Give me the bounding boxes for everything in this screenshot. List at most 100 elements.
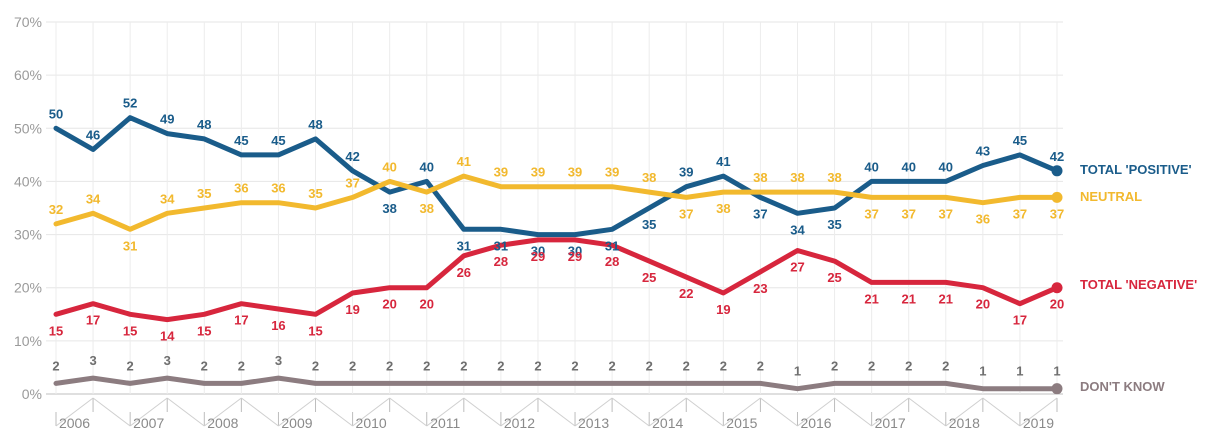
data-label: 26 <box>457 265 471 280</box>
x-tick-label: 2014 <box>652 415 683 430</box>
data-label: 2 <box>460 358 467 373</box>
data-label: 2 <box>571 358 578 373</box>
data-label: 41 <box>716 154 730 169</box>
series-name-label: TOTAL 'NEGATIVE' <box>1080 277 1197 292</box>
data-label: 50 <box>49 106 63 121</box>
series-end-marker <box>1051 383 1063 395</box>
data-label: 3 <box>275 353 282 368</box>
data-label: 38 <box>790 170 804 185</box>
data-label: 2 <box>386 358 393 373</box>
x-tick-label: 2009 <box>281 415 312 430</box>
data-label: 37 <box>901 206 915 221</box>
y-tick-label: 70% <box>14 14 42 30</box>
data-label: 23 <box>753 281 767 296</box>
series-line <box>53 237 1060 323</box>
x-tick-label: 2013 <box>578 415 609 430</box>
data-label: 21 <box>864 291 878 306</box>
x-axis-separator <box>760 397 798 427</box>
data-label: 39 <box>605 165 619 180</box>
x-axis-separator <box>982 397 1021 427</box>
data-label: 3 <box>164 353 171 368</box>
data-label: 16 <box>271 318 285 333</box>
series-name-label: NEUTRAL <box>1080 189 1142 204</box>
data-label: 2 <box>757 358 764 373</box>
x-axis-separator <box>241 397 279 427</box>
data-label: 1 <box>794 364 801 379</box>
x-axis-separator <box>871 397 910 427</box>
data-label: 14 <box>160 329 175 344</box>
series-line <box>53 375 1060 392</box>
data-label: 1 <box>1016 364 1023 379</box>
data-label: 38 <box>420 201 434 216</box>
x-axis-separator <box>278 397 316 427</box>
data-label: 45 <box>234 133 248 148</box>
data-label: 32 <box>49 202 63 217</box>
data-label: 35 <box>827 217 841 232</box>
y-tick-label: 30% <box>14 227 42 243</box>
data-label: 37 <box>753 206 767 221</box>
data-label: 45 <box>271 133 285 148</box>
data-label: 38 <box>753 170 767 185</box>
x-axis-separator <box>129 397 168 427</box>
data-label: 37 <box>1013 206 1027 221</box>
x-axis-separator <box>352 397 390 427</box>
data-label: 2 <box>349 358 356 373</box>
x-tick-label: 2012 <box>504 415 535 430</box>
data-label: 2 <box>497 358 504 373</box>
x-axis-separator <box>797 397 835 427</box>
x-axis-separator <box>500 397 539 427</box>
x-axis-separator <box>648 397 687 427</box>
data-label: 38 <box>716 201 730 216</box>
data-label: 2 <box>201 358 208 373</box>
data-label: 25 <box>827 270 841 285</box>
data-label: 31 <box>605 238 619 253</box>
x-axis-separator <box>611 397 650 427</box>
data-label: 43 <box>976 143 990 158</box>
data-label: 31 <box>457 238 471 253</box>
data-label: 25 <box>642 270 656 285</box>
data-label: 36 <box>234 181 248 196</box>
data-label: 15 <box>49 323 63 338</box>
x-axis-separator <box>537 397 576 427</box>
y-tick-label: 20% <box>14 280 42 296</box>
data-label: 45 <box>1013 133 1027 148</box>
data-label: 19 <box>716 302 730 317</box>
data-label: 31 <box>494 238 508 253</box>
x-axis-separator <box>389 397 428 427</box>
data-label: 19 <box>345 302 359 317</box>
data-label: 37 <box>939 206 953 221</box>
data-label: 20 <box>420 297 434 312</box>
data-label: 20 <box>1050 297 1064 312</box>
data-label: 2 <box>868 358 875 373</box>
x-axis-separator <box>92 397 131 427</box>
data-label: 15 <box>197 323 211 338</box>
data-label: 28 <box>605 254 619 269</box>
data-label: 39 <box>679 165 693 180</box>
data-label: 46 <box>86 128 100 143</box>
data-label: 3 <box>89 353 96 368</box>
x-tick-label: 2018 <box>949 415 980 430</box>
data-label: 2 <box>534 358 541 373</box>
x-axis-separator <box>203 397 242 427</box>
x-tick-label: 2017 <box>875 415 906 430</box>
data-label: 1 <box>979 364 986 379</box>
data-label: 30 <box>531 244 545 259</box>
x-tick-label: 2007 <box>133 415 164 430</box>
data-label: 49 <box>160 112 174 127</box>
x-axis-separator <box>426 397 465 427</box>
data-label: 2 <box>905 358 912 373</box>
series-line <box>53 115 1060 238</box>
data-label: 20 <box>382 297 396 312</box>
series-name-label: DON'T KNOW <box>1080 379 1165 394</box>
data-label: 35 <box>197 186 211 201</box>
data-label: 40 <box>420 159 434 174</box>
data-label: 29 <box>531 249 545 264</box>
series-end-marker <box>1051 282 1063 294</box>
data-label: 2 <box>423 358 430 373</box>
series-end-marker <box>1051 165 1063 177</box>
data-label: 41 <box>457 154 471 169</box>
x-axis-separator <box>315 397 353 427</box>
data-label: 35 <box>642 217 656 232</box>
x-tick-label: 2015 <box>726 415 757 430</box>
